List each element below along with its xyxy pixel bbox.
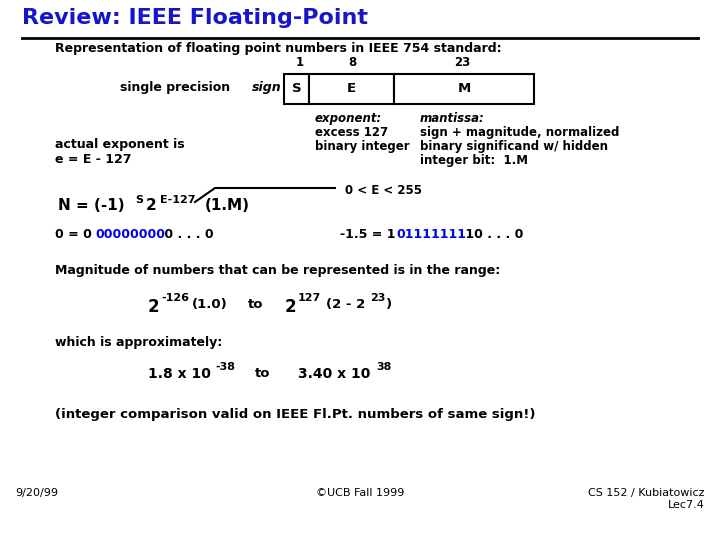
Text: ©UCB Fall 1999: ©UCB Fall 1999 bbox=[316, 488, 404, 498]
Text: -38: -38 bbox=[215, 362, 235, 372]
Text: E-127: E-127 bbox=[160, 195, 196, 205]
Text: actual exponent is: actual exponent is bbox=[55, 138, 184, 151]
Text: 8: 8 bbox=[348, 56, 356, 69]
Text: E: E bbox=[347, 83, 356, 96]
Text: 2: 2 bbox=[146, 198, 157, 213]
Text: 9/20/99: 9/20/99 bbox=[15, 488, 58, 498]
Text: exponent:: exponent: bbox=[315, 112, 382, 125]
Text: Representation of floating point numbers in IEEE 754 standard:: Representation of floating point numbers… bbox=[55, 42, 502, 55]
Text: 2: 2 bbox=[148, 298, 160, 316]
Text: 127: 127 bbox=[298, 293, 321, 303]
Text: 01111111: 01111111 bbox=[396, 228, 466, 241]
Text: (integer comparison valid on IEEE Fl.Pt. numbers of same sign!): (integer comparison valid on IEEE Fl.Pt.… bbox=[55, 408, 536, 421]
Text: Magnitude of numbers that can be represented is in the range:: Magnitude of numbers that can be represe… bbox=[55, 264, 500, 277]
Text: sign: sign bbox=[253, 82, 282, 94]
Text: M: M bbox=[457, 83, 471, 96]
Text: sign + magnitude, normalized: sign + magnitude, normalized bbox=[420, 126, 619, 139]
Text: -1.5 = 1: -1.5 = 1 bbox=[340, 228, 400, 241]
Text: which is approximately:: which is approximately: bbox=[55, 336, 222, 349]
Text: 1.8 x 10: 1.8 x 10 bbox=[148, 367, 211, 381]
Text: binary integer: binary integer bbox=[315, 140, 410, 153]
Text: Review: IEEE Floating-Point: Review: IEEE Floating-Point bbox=[22, 8, 368, 28]
Text: 23: 23 bbox=[370, 293, 385, 303]
Text: 38: 38 bbox=[376, 362, 392, 372]
Text: integer bit:  1.M: integer bit: 1.M bbox=[420, 154, 528, 167]
Text: 3.40 x 10: 3.40 x 10 bbox=[298, 367, 370, 381]
Text: (2 - 2: (2 - 2 bbox=[326, 298, 365, 311]
Text: 23: 23 bbox=[454, 56, 470, 69]
Text: binary significand w/ hidden: binary significand w/ hidden bbox=[420, 140, 608, 153]
Text: to: to bbox=[248, 298, 264, 311]
Text: excess 127: excess 127 bbox=[315, 126, 388, 139]
Text: S: S bbox=[135, 195, 143, 205]
Text: 10 . . . 0: 10 . . . 0 bbox=[461, 228, 523, 241]
Text: 0 . . . 0: 0 . . . 0 bbox=[160, 228, 214, 241]
Text: e = E - 127: e = E - 127 bbox=[55, 153, 132, 166]
Text: CS 152 / Kubiatowicz
Lec7.4: CS 152 / Kubiatowicz Lec7.4 bbox=[588, 488, 705, 510]
Text: 0 = 0: 0 = 0 bbox=[55, 228, 96, 241]
Text: to: to bbox=[255, 367, 271, 380]
Text: -126: -126 bbox=[161, 293, 189, 303]
Text: 1: 1 bbox=[296, 56, 304, 69]
Text: single precision: single precision bbox=[120, 82, 230, 94]
Text: (1.0): (1.0) bbox=[192, 298, 228, 311]
Bar bbox=[394, 74, 534, 104]
Text: 00000000: 00000000 bbox=[95, 228, 165, 241]
Text: 0 < E < 255: 0 < E < 255 bbox=[345, 184, 422, 197]
Text: mantissa:: mantissa: bbox=[420, 112, 485, 125]
Bar bbox=[309, 74, 394, 104]
Text: ): ) bbox=[386, 298, 392, 311]
Text: N = (-1): N = (-1) bbox=[58, 198, 125, 213]
Text: (1.M): (1.M) bbox=[205, 198, 250, 213]
Text: S: S bbox=[292, 83, 301, 96]
Bar bbox=[284, 74, 309, 104]
Text: 2: 2 bbox=[285, 298, 297, 316]
